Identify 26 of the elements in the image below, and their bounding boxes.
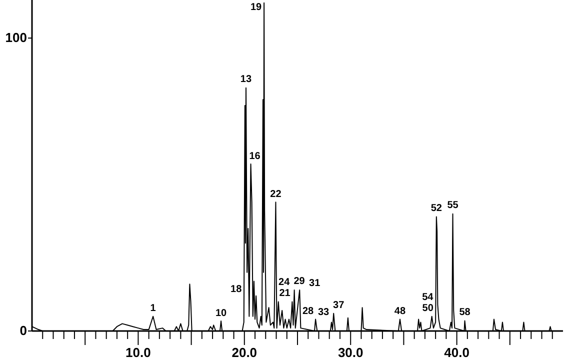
annotation: 54: [422, 292, 434, 303]
annotation: 55: [447, 200, 459, 211]
annotation: 16: [249, 151, 261, 162]
annotation: 48: [394, 306, 406, 317]
annotation: 19: [250, 2, 262, 13]
annotation: 10: [215, 308, 228, 319]
annotation: 29: [294, 276, 306, 287]
x-tick-label: 10.0: [126, 345, 151, 360]
annotation: 31: [309, 278, 321, 289]
annotation: 18: [230, 284, 242, 295]
x-tick-label: 40.0: [444, 345, 470, 360]
annotation: 52: [430, 203, 442, 214]
annotation: 1: [150, 303, 156, 314]
y-tick-label: 0: [20, 323, 27, 338]
annotation: 24: [278, 277, 290, 288]
annotation: 13: [240, 74, 252, 85]
annotation: 58: [459, 307, 471, 318]
x-tick-label: 20.0: [232, 345, 258, 360]
annotation: 21: [279, 288, 291, 299]
x-tick-label: 30.0: [338, 345, 364, 360]
y-tick-label: 100: [5, 30, 27, 46]
annotation: 37: [333, 300, 345, 311]
annotation: 50: [422, 303, 434, 314]
annotation: 33: [318, 307, 330, 318]
annotation: 28: [302, 306, 314, 317]
annotation: 22: [270, 189, 282, 200]
